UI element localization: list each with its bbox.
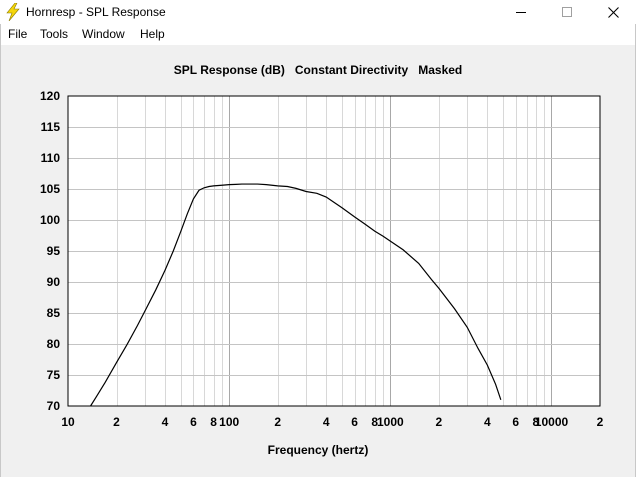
y-tick-label: 80 [47,337,61,351]
chart-title: SPL Response (dB) Constant Directivity M… [173,63,463,77]
x-tick-label: 2 [113,415,120,429]
close-icon [607,6,619,18]
x-tick-label: 8 [210,415,217,429]
x-tick-label: 100 [219,415,239,429]
title-bar: Hornresp - SPL Response [0,0,636,24]
window-border-left [0,24,1,477]
menu-bar: File Tools Window Help [0,24,636,45]
x-tick-label: 4 [162,415,169,429]
plot-frame [67,95,601,407]
y-tick-label: 110 [41,151,61,165]
spl-curve [90,183,502,407]
x-tick-label: 8 [533,415,540,429]
window-title: Hornresp - SPL Response [26,5,166,19]
x-tick-label: 6 [351,415,358,429]
y-tick-label: 100 [40,213,60,227]
y-tick-label: 75 [47,368,61,382]
x-tick-label: 6 [512,415,519,429]
y-tick-label: 105 [40,182,60,196]
menu-window[interactable]: Window [82,27,125,41]
y-axis: 70 75 80 85 90 95 100 105 110 115 120 [40,89,60,413]
maximize-button[interactable] [544,0,590,24]
x-tick-label: 10000 [535,415,569,429]
grid-lines [68,96,600,406]
x-tick-label: 4 [323,415,330,429]
menu-help[interactable]: Help [140,27,165,41]
lightning-bolt-icon [6,3,20,21]
y-tick-label: 90 [47,275,61,289]
x-tick-label: 1000 [377,415,404,429]
x-tick-label: 4 [484,415,491,429]
maximize-icon [562,7,572,17]
x-tick-label: 10 [61,415,75,429]
y-tick-label: 115 [41,120,61,134]
y-tick-label: 70 [47,399,61,413]
x-axis-label: Frequency (hertz) [267,443,369,457]
x-tick-label: 2 [274,415,281,429]
minimize-button[interactable] [498,0,544,24]
x-tick-label: 8 [371,415,378,429]
close-button[interactable] [590,0,636,24]
x-tick-label: 6 [190,415,197,429]
menu-file[interactable]: File [8,27,28,41]
y-tick-label: 85 [47,306,61,320]
x-tick-label: 2 [435,415,442,429]
minimize-icon [516,12,526,13]
x-tick-label: 2 [597,415,604,429]
y-tick-label: 95 [47,244,61,258]
menu-tools[interactable]: Tools [40,27,69,41]
y-tick-label: 120 [40,89,60,103]
